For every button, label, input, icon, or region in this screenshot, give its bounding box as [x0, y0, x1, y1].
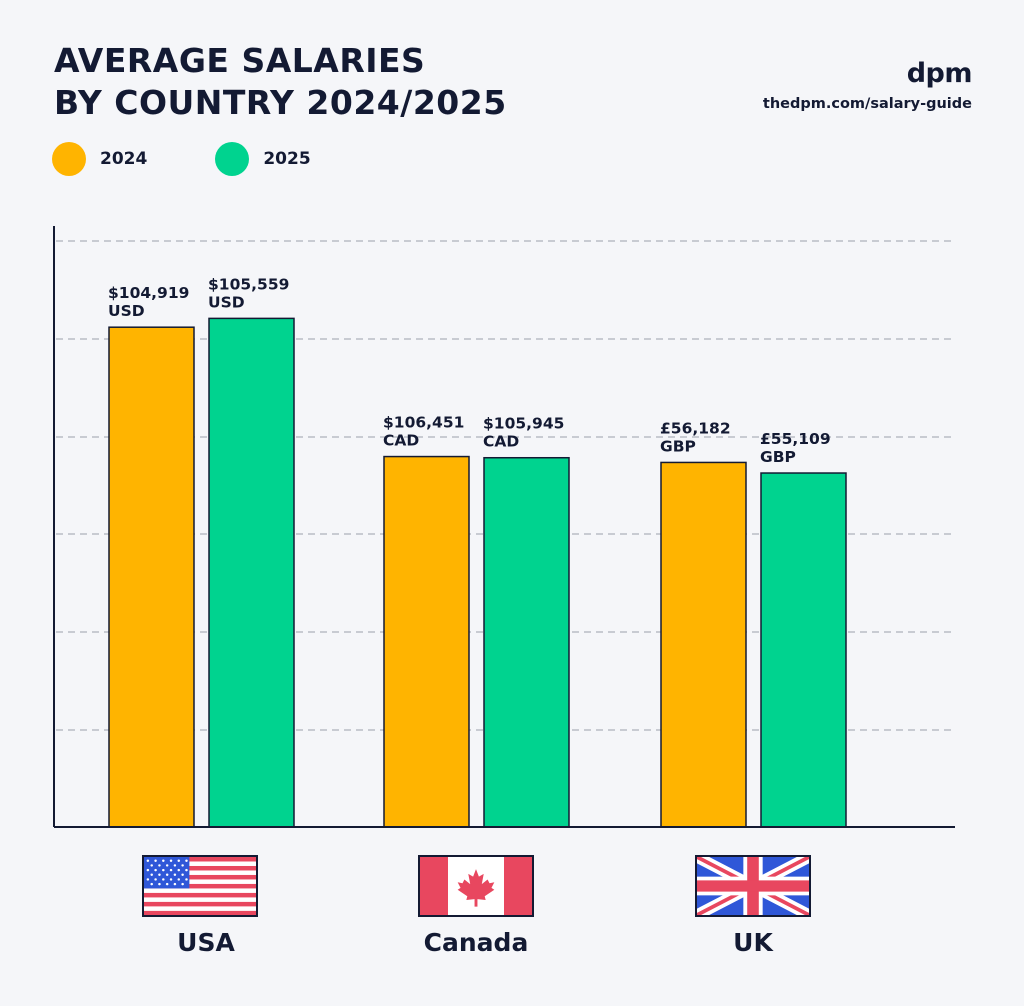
brand-block: dpm thedpm.com/salary-guide — [762, 58, 973, 112]
legend-label-2024: 2024 — [100, 149, 148, 169]
currency-label-uk-2025: GBP — [760, 448, 796, 466]
legend-swatch-2025 — [215, 142, 250, 176]
value-label-canada-2025: $105,945 — [483, 415, 564, 433]
chart-legend: 2024 2025 — [52, 142, 379, 176]
value-label-uk-2025: £55,109 — [760, 430, 831, 448]
chart-title: AVERAGE SALARIES BY COUNTRY 2024/2025 — [54, 40, 507, 124]
category-label-canada: Canada — [423, 928, 529, 957]
title-line-2: BY COUNTRY 2024/2025 — [54, 83, 507, 122]
value-label-usa-2024: $104,919 — [108, 284, 189, 302]
value-label-canada-2024: $106,451 — [383, 414, 464, 432]
legend-swatch-2024 — [52, 142, 86, 176]
canada-flag-icon — [418, 855, 534, 917]
brand-url: thedpm.com/salary-guide — [762, 96, 972, 112]
bar-canada-2024 — [383, 455, 470, 828]
bar-uk-2024 — [660, 461, 747, 828]
category-label-uk: UK — [733, 928, 773, 957]
legend-item-2025: 2025 — [215, 142, 311, 176]
currency-label-canada-2024: CAD — [383, 432, 419, 450]
legend-item-2024: 2024 — [52, 142, 147, 176]
currency-label-canada-2025: CAD — [483, 433, 519, 451]
currency-label-usa-2025: USD — [208, 293, 245, 311]
brand-logo: dpm — [906, 58, 973, 89]
bar-uk-2025 — [760, 472, 847, 828]
value-label-usa-2025: $105,559 — [208, 275, 289, 293]
bar-usa-2025 — [208, 317, 295, 828]
bar-canada-2025 — [483, 456, 570, 828]
value-label-uk-2024: £56,182 — [660, 419, 731, 437]
currency-label-uk-2024: GBP — [660, 437, 696, 455]
category-label-usa: USA — [177, 928, 235, 957]
bar-usa-2024 — [108, 326, 195, 828]
us-flag-icon — [142, 855, 258, 917]
uk-flag-icon — [695, 855, 811, 917]
title-line-1: AVERAGE SALARIES — [54, 41, 426, 80]
legend-label-2025: 2025 — [263, 149, 311, 169]
currency-label-usa-2024: USD — [108, 302, 145, 320]
